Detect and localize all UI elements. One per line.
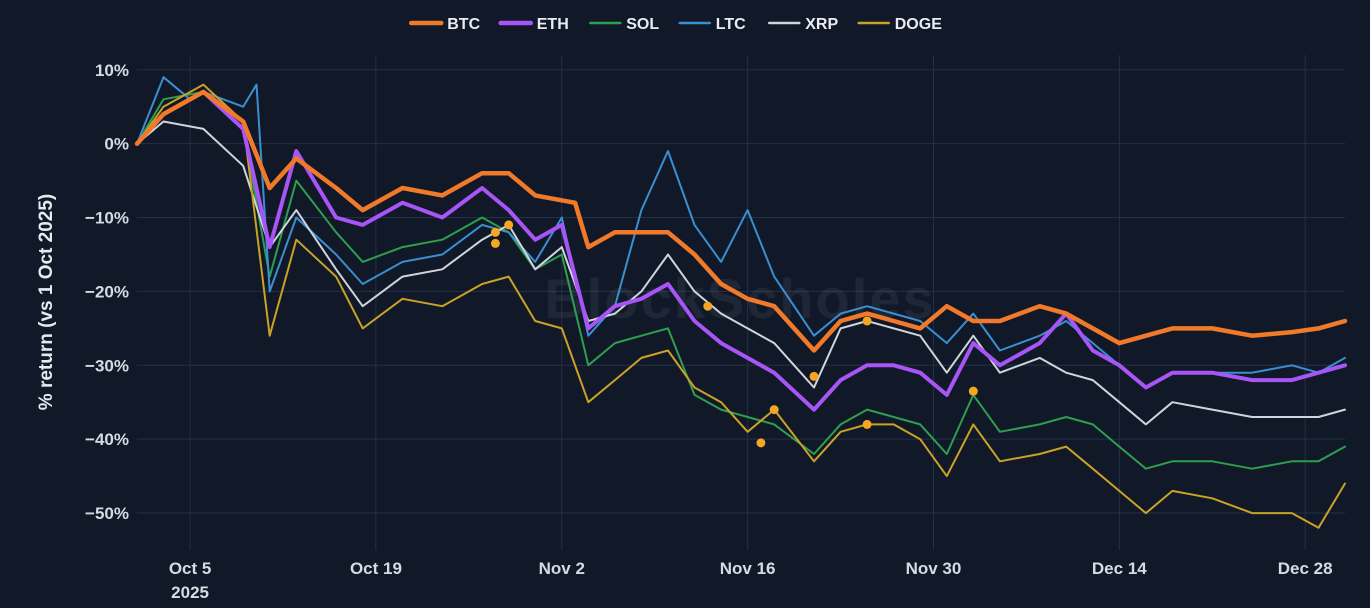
event-marker xyxy=(504,220,514,230)
event-marker xyxy=(756,438,766,448)
x-axis-ticks: Oct 5 2025 Oct 19 Nov 2 Nov 16 Nov 30 Dec 14 De… xyxy=(169,559,1333,602)
event-marker xyxy=(862,419,872,429)
legend-label: ETH xyxy=(537,16,569,33)
event-marker xyxy=(862,316,872,326)
y-axis-label: % return (vs 1 Oct 2025) xyxy=(36,194,57,410)
x-tick-sublabel: 2025 xyxy=(171,583,209,602)
series-line-sol xyxy=(136,90,1346,470)
event-marker xyxy=(769,405,779,415)
x-tick-label: Nov 30 xyxy=(906,559,962,578)
event-marker xyxy=(703,301,713,311)
legend-item-btc[interactable]: BTC xyxy=(409,16,481,33)
legend-label: SOL xyxy=(626,16,659,33)
y-tick-label: −10% xyxy=(85,209,129,228)
legend-label: XRP xyxy=(805,16,838,33)
y-tick-label: −50% xyxy=(85,504,129,523)
series-lines xyxy=(134,76,1348,529)
legend-item-eth[interactable]: ETH xyxy=(498,16,569,33)
y-tick-label: 10% xyxy=(95,61,129,80)
event-markers xyxy=(490,220,978,448)
x-tick-label: Nov 16 xyxy=(720,559,776,578)
event-marker xyxy=(490,227,500,237)
y-tick-label: 0% xyxy=(104,135,129,154)
series-line-eth xyxy=(135,89,1347,412)
legend-item-ltc[interactable]: LTC xyxy=(678,16,746,33)
x-tick-label: Dec 28 xyxy=(1278,559,1333,578)
y-tick-label: −30% xyxy=(85,356,129,375)
series-line-ltc xyxy=(136,76,1346,389)
legend-label: BTC xyxy=(447,16,480,33)
x-tick-label: Dec 14 xyxy=(1092,559,1147,578)
legend-item-xrp[interactable]: XRP xyxy=(768,16,838,33)
x-tick-label: Oct 5 xyxy=(169,559,212,578)
series-line-btc xyxy=(134,89,1348,353)
x-tick-label: Oct 19 xyxy=(350,559,402,578)
x-tick-label: Nov 2 xyxy=(539,559,585,578)
y-axis-ticks: 10% 0% −10% −20% −30% −40% −50% xyxy=(85,61,129,523)
y-tick-label: −20% xyxy=(85,282,129,301)
series-line-doge xyxy=(136,83,1346,529)
legend-item-sol[interactable]: SOL xyxy=(589,16,659,33)
event-marker xyxy=(968,386,978,396)
legend-label: LTC xyxy=(716,16,746,33)
legend[interactable]: BTC ETH SOL LTC XRP DOGE xyxy=(409,16,942,33)
event-marker xyxy=(490,238,500,248)
event-marker xyxy=(809,371,819,381)
series-line-xrp xyxy=(136,120,1346,426)
legend-item-doge[interactable]: DOGE xyxy=(857,16,942,33)
legend-label: DOGE xyxy=(895,16,942,33)
y-tick-label: −40% xyxy=(85,430,129,449)
